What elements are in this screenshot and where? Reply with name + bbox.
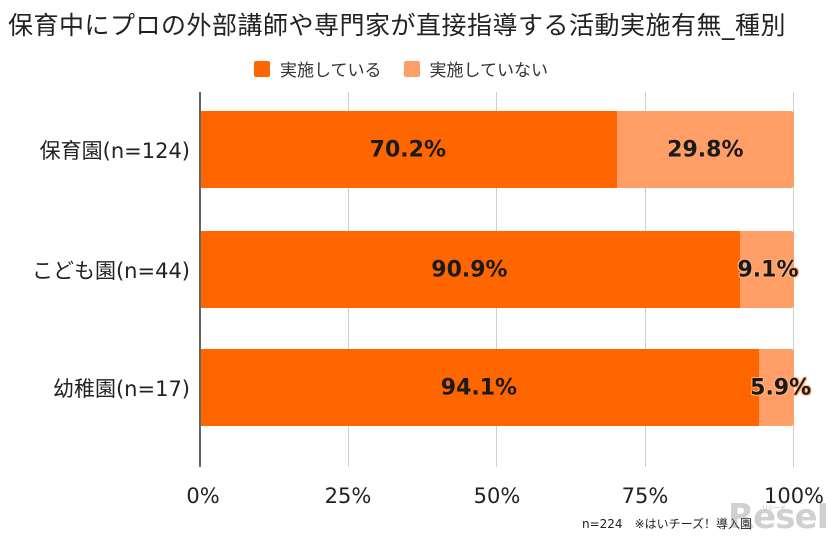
category-label: 保育園(n=124) [39, 139, 190, 163]
legend-item-not-implemented: 実施していない [403, 56, 549, 81]
bar-segment-not-implemented: 9.1% [737, 231, 798, 308]
watermark-sub: リシード [762, 505, 787, 512]
bar-segment-not-implemented: 29.8% [616, 111, 794, 188]
y-axis-line [199, 92, 201, 467]
bar-segment-implemented: 94.1% [199, 349, 759, 426]
legend-item-implemented: 実施している [254, 56, 382, 81]
x-tick-label: 25% [324, 484, 372, 508]
category-label: 幼稚園(n=17) [52, 377, 190, 401]
value-label: 9.1% [737, 257, 799, 282]
bar-segment-implemented: 90.9% [199, 231, 740, 308]
legend: 実施している 実施していない [254, 56, 570, 81]
bar-row-youchien: 94.1% 5.9% [199, 349, 811, 426]
chart-title: 保育中にプロの外部講師や専門家が直接指導する活動実施有無_種別 [8, 11, 787, 40]
x-tick-label: 100% [763, 484, 825, 508]
x-tick-label: 50% [473, 484, 521, 508]
bar-segment-implemented: 70.2% [199, 111, 617, 188]
legend-label: 実施していない [429, 61, 549, 81]
x-tick-label: 0% [186, 484, 220, 508]
bar-segment-not-implemented: 5.9% [750, 349, 811, 426]
value-label: 94.1% [440, 375, 518, 400]
footnote: n=224 ※はいチーズ！導入園 [582, 517, 753, 531]
x-tick-label: 75% [621, 484, 669, 508]
legend-swatch-not-implemented [403, 60, 420, 77]
legend-label: 実施している [280, 61, 382, 81]
plot-area: 70.2% 29.8% 90.9% 9.1% 94.1% 5.9% [199, 92, 811, 467]
value-label: 90.9% [431, 257, 508, 282]
value-label: 29.8% [667, 137, 744, 162]
bar-row-hoikuen: 70.2% 29.8% [199, 111, 794, 188]
watermark-logo: ReseEd [728, 497, 826, 537]
value-label: 70.2% [369, 137, 447, 162]
legend-swatch-implemented [254, 60, 270, 77]
value-label: 5.9% [750, 375, 812, 400]
bar-row-kodomoen: 90.9% 9.1% [199, 231, 798, 308]
category-label: こども園(n=44) [31, 259, 190, 283]
